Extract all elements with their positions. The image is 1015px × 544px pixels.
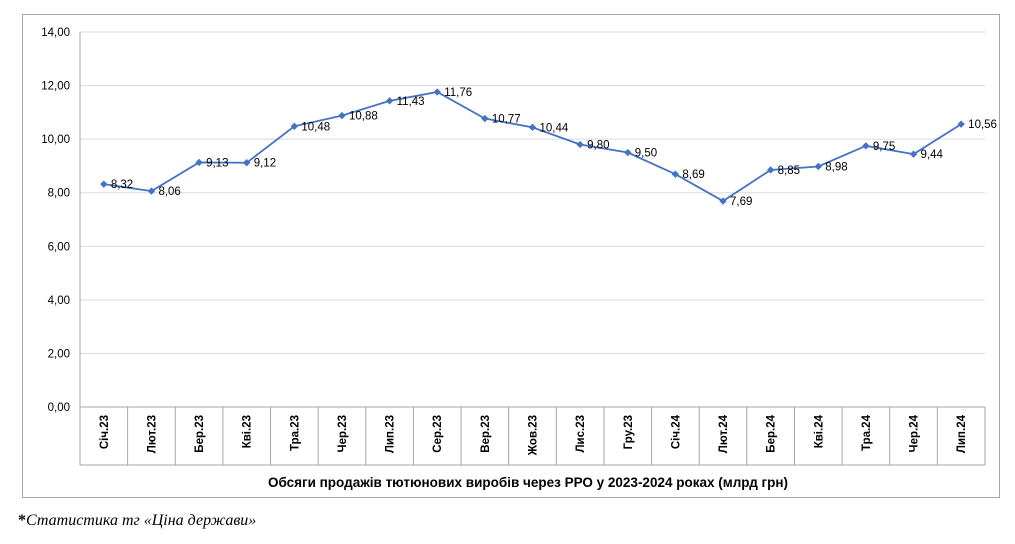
- line-chart: 0,00 2,00 4,00 6,00 8,00 10,00 12,00 14,00 Січ.…: [41, 27, 997, 490]
- y-tick-label: 8,00: [48, 188, 70, 200]
- x-category-label: Гру.23: [623, 415, 635, 449]
- y-tick-label: 6,00: [48, 241, 70, 253]
- data-label: 9,75: [873, 141, 895, 153]
- x-axis-categories: Січ.23 Лют.23 Бер.23 Кві.23 Тра.23 Чер.23 Лип.…: [99, 414, 968, 456]
- data-labels: 8,32 8,06 9,13 9,12 10,48 10,88 11,43 11,76 10,7…: [111, 87, 997, 208]
- data-point: [433, 88, 441, 96]
- data-label: 8,32: [111, 179, 133, 191]
- data-label: 7,69: [730, 196, 752, 208]
- data-label: 9,80: [587, 140, 609, 152]
- x-category-label: Тра.23: [289, 415, 301, 451]
- data-label: 9,13: [206, 157, 228, 169]
- x-category-label: Січ.24: [670, 414, 682, 449]
- x-category-label: Лип.24: [956, 414, 968, 453]
- data-label: 10,48: [301, 121, 330, 133]
- y-tick-label: 10,00: [41, 134, 70, 146]
- x-category-label: Бер.23: [194, 415, 206, 453]
- chart-frame: 0,00 2,00 4,00 6,00 8,00 10,00 12,00 14,00 Січ.…: [22, 14, 1000, 498]
- data-label: 9,50: [635, 148, 657, 160]
- data-label: 11,76: [444, 87, 472, 99]
- data-label: 8,98: [825, 161, 847, 173]
- x-category-label: Чер.23: [337, 415, 349, 453]
- data-label: 10,88: [349, 111, 378, 123]
- data-point: [671, 170, 680, 178]
- y-tick-label: 2,00: [48, 348, 70, 360]
- y-tick-label: 14,00: [41, 27, 70, 39]
- x-category-label: Сер.23: [432, 415, 444, 453]
- x-category-label: Чер.24: [909, 414, 921, 452]
- y-tick-label: 12,00: [41, 81, 70, 93]
- data-point: [528, 123, 537, 132]
- data-label: 8,69: [682, 169, 704, 181]
- data-label: 11,43: [397, 96, 425, 108]
- source-note: *Статистика тг «Ціна держави»: [18, 512, 256, 530]
- x-category-label: Лис.23: [575, 415, 587, 453]
- data-label: 9,12: [254, 158, 276, 170]
- gridlines: [79, 31, 986, 466]
- y-tick-label: 4,00: [48, 295, 70, 307]
- x-category-label: Вер.23: [480, 415, 492, 453]
- data-point: [481, 114, 489, 123]
- data-label: 10,56: [968, 119, 997, 131]
- series-line: [100, 88, 965, 205]
- data-point: [100, 180, 108, 188]
- data-point: [147, 187, 156, 195]
- x-category-label: Лип.23: [385, 415, 397, 453]
- source-note-text: Статистика тг «Ціна держави»: [26, 512, 257, 529]
- data-point: [624, 148, 632, 157]
- data-label: 8,06: [158, 186, 180, 198]
- data-point: [814, 162, 822, 171]
- data-label: 9,44: [921, 149, 944, 161]
- x-category-label: Кві.23: [242, 415, 254, 448]
- x-category-label: Тра.24: [861, 414, 873, 451]
- data-label: 8,85: [778, 165, 800, 177]
- y-axis-ticks: 0,00 2,00 4,00 6,00 8,00 10,00 12,00 14,00: [41, 27, 70, 414]
- x-category-label: Січ.23: [99, 415, 111, 449]
- data-point: [290, 122, 299, 130]
- data-point: [338, 111, 346, 120]
- x-category-label: Бер.24: [766, 414, 778, 452]
- chart-title: Обсяги продажів тютюнових виробів через …: [268, 475, 788, 490]
- data-point: [862, 142, 870, 150]
- x-category-label: Лют.23: [146, 415, 158, 453]
- data-point: [385, 97, 394, 105]
- x-category-label: Лют.24: [718, 414, 730, 453]
- x-category-label: Жов.23: [528, 415, 540, 456]
- y-tick-label: 0,00: [48, 402, 70, 414]
- x-category-label: Кві.24: [813, 414, 825, 448]
- source-note-star: *: [18, 512, 26, 529]
- series-line-path: [103, 91, 962, 203]
- data-label: 10,77: [492, 114, 521, 126]
- data-label: 10,44: [540, 122, 569, 134]
- data-point: [576, 140, 584, 149]
- data-point: [957, 120, 965, 128]
